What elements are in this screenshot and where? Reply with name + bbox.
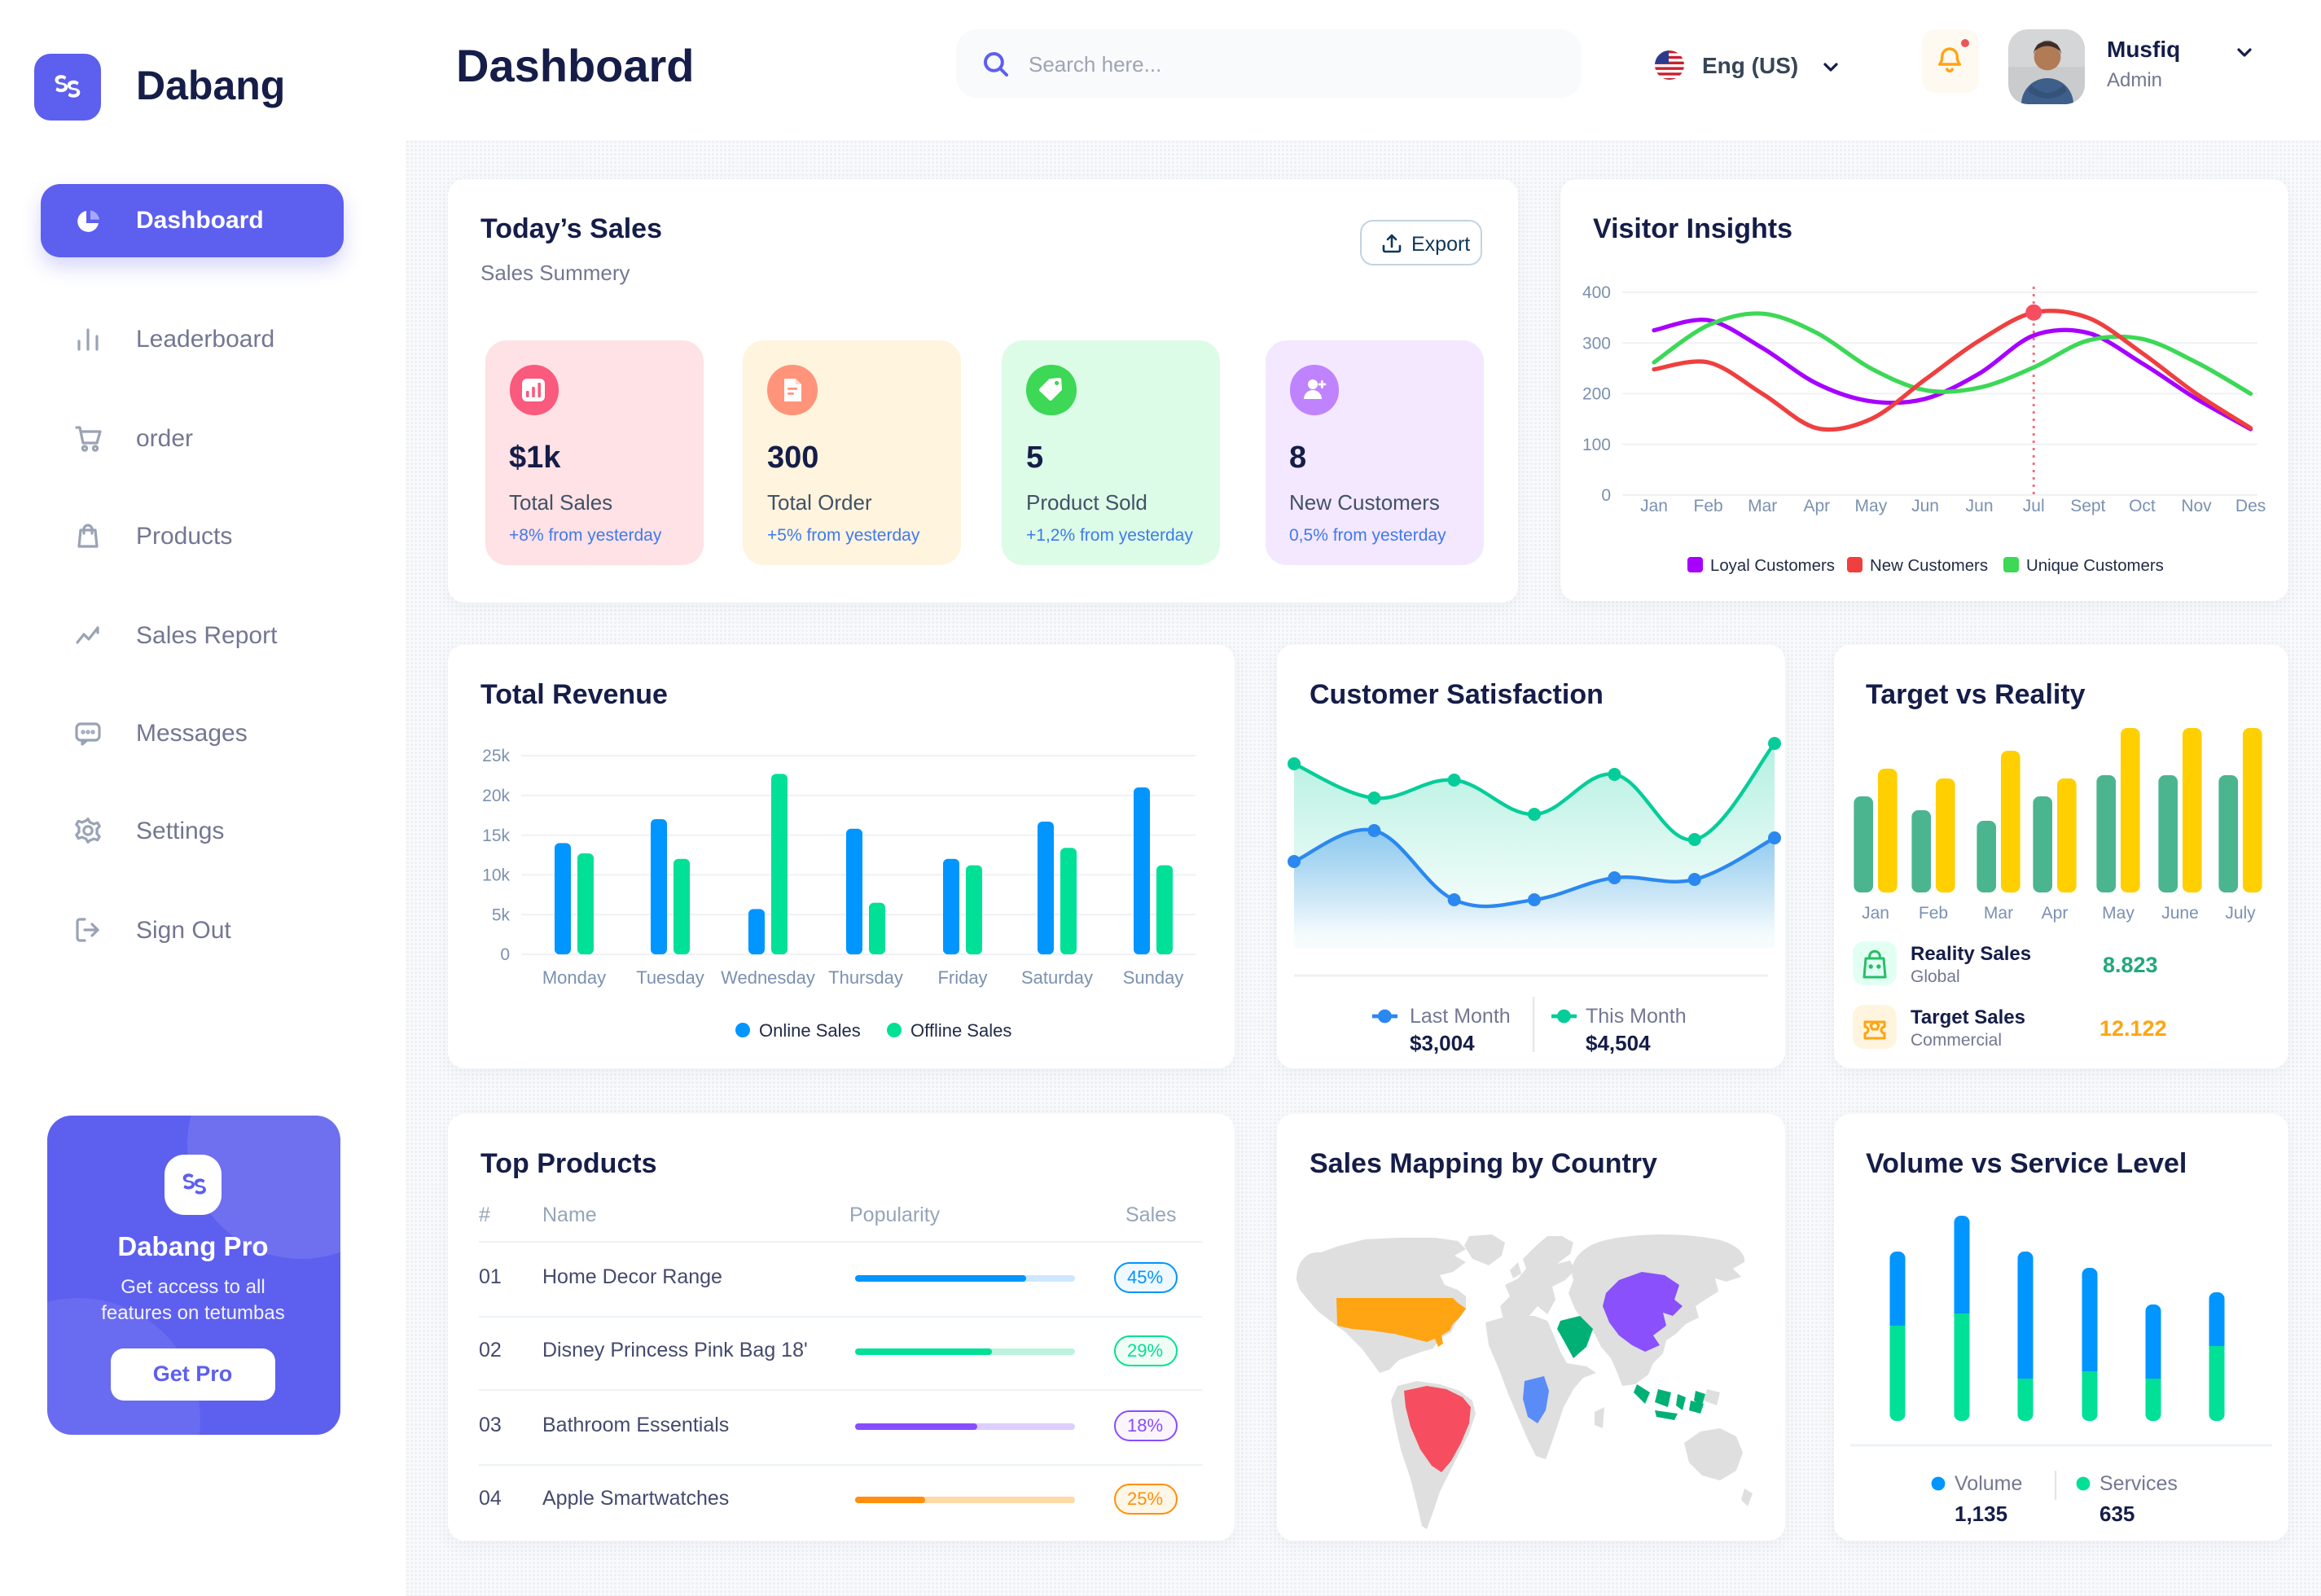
svg-text:Feb: Feb [1694, 497, 1723, 515]
svg-text:$3,004: $3,004 [1410, 1031, 1475, 1055]
svg-text:July: July [2224, 904, 2255, 923]
svg-text:Wednesday: Wednesday [721, 967, 815, 988]
svg-text:Friday: Friday [937, 967, 987, 988]
svg-text:Reality Sales: Reality Sales [1910, 943, 2030, 965]
svg-text:5k: 5k [492, 905, 511, 924]
svg-text:0: 0 [1601, 486, 1611, 505]
svg-text:Monday: Monday [542, 967, 606, 988]
svg-text:300: 300 [1582, 334, 1611, 353]
svg-text:Commercial: Commercial [1910, 1031, 2001, 1050]
svg-text:This Month: This Month [1586, 1005, 1687, 1028]
svg-text:New Customers: New Customers [1870, 557, 1988, 575]
svg-text:Jan: Jan [1861, 904, 1889, 923]
svg-text:Sunday: Sunday [1123, 967, 1184, 988]
svg-text:Services: Services [2099, 1472, 2177, 1495]
svg-text:Target Sales: Target Sales [1910, 1006, 2025, 1028]
svg-text:25k: 25k [482, 747, 510, 765]
svg-text:June: June [2161, 904, 2198, 923]
svg-text:May: May [2101, 904, 2134, 923]
svg-text:Mar: Mar [1983, 904, 2012, 923]
svg-text:635: 635 [2099, 1502, 2134, 1526]
svg-text:Unique Customers: Unique Customers [2026, 557, 2164, 575]
svg-text:Offline Sales: Offline Sales [910, 1020, 1011, 1041]
svg-text:May: May [1855, 497, 1888, 515]
svg-text:Loyal Customers: Loyal Customers [1710, 557, 1835, 575]
svg-text:Jun: Jun [1966, 497, 1994, 515]
svg-text:Last Month: Last Month [1410, 1005, 1511, 1028]
svg-text:0: 0 [500, 945, 510, 964]
svg-text:Sept: Sept [2070, 497, 2105, 515]
svg-text:Online Sales: Online Sales [759, 1020, 861, 1041]
svg-text:$4,504: $4,504 [1586, 1031, 1651, 1055]
svg-text:Volume: Volume [1954, 1472, 2021, 1495]
svg-text:Jul: Jul [2023, 497, 2045, 515]
svg-text:8.823: 8.823 [2102, 953, 2157, 977]
svg-text:1,135: 1,135 [1954, 1502, 2007, 1526]
svg-text:Apr: Apr [1803, 497, 1830, 515]
svg-text:Thursday: Thursday [828, 967, 903, 988]
svg-text:Tuesday: Tuesday [636, 967, 704, 988]
svg-text:Apr: Apr [2041, 904, 2068, 923]
svg-text:100: 100 [1582, 436, 1611, 454]
svg-text:400: 400 [1582, 283, 1611, 302]
svg-text:20k: 20k [482, 787, 510, 805]
svg-text:Oct: Oct [2129, 497, 2156, 515]
svg-text:Saturday: Saturday [1021, 967, 1093, 988]
svg-text:200: 200 [1582, 385, 1611, 404]
svg-text:Mar: Mar [1748, 497, 1777, 515]
svg-text:Des: Des [2235, 497, 2266, 515]
svg-text:Nov: Nov [2181, 497, 2212, 515]
svg-text:15k: 15k [482, 826, 510, 845]
svg-text:Feb: Feb [1918, 904, 1947, 923]
svg-text:Global: Global [1910, 967, 1959, 986]
svg-text:Jan: Jan [1640, 497, 1668, 515]
svg-text:Jun: Jun [1911, 497, 1939, 515]
svg-text:12.122: 12.122 [2099, 1016, 2166, 1041]
svg-text:10k: 10k [482, 866, 510, 885]
